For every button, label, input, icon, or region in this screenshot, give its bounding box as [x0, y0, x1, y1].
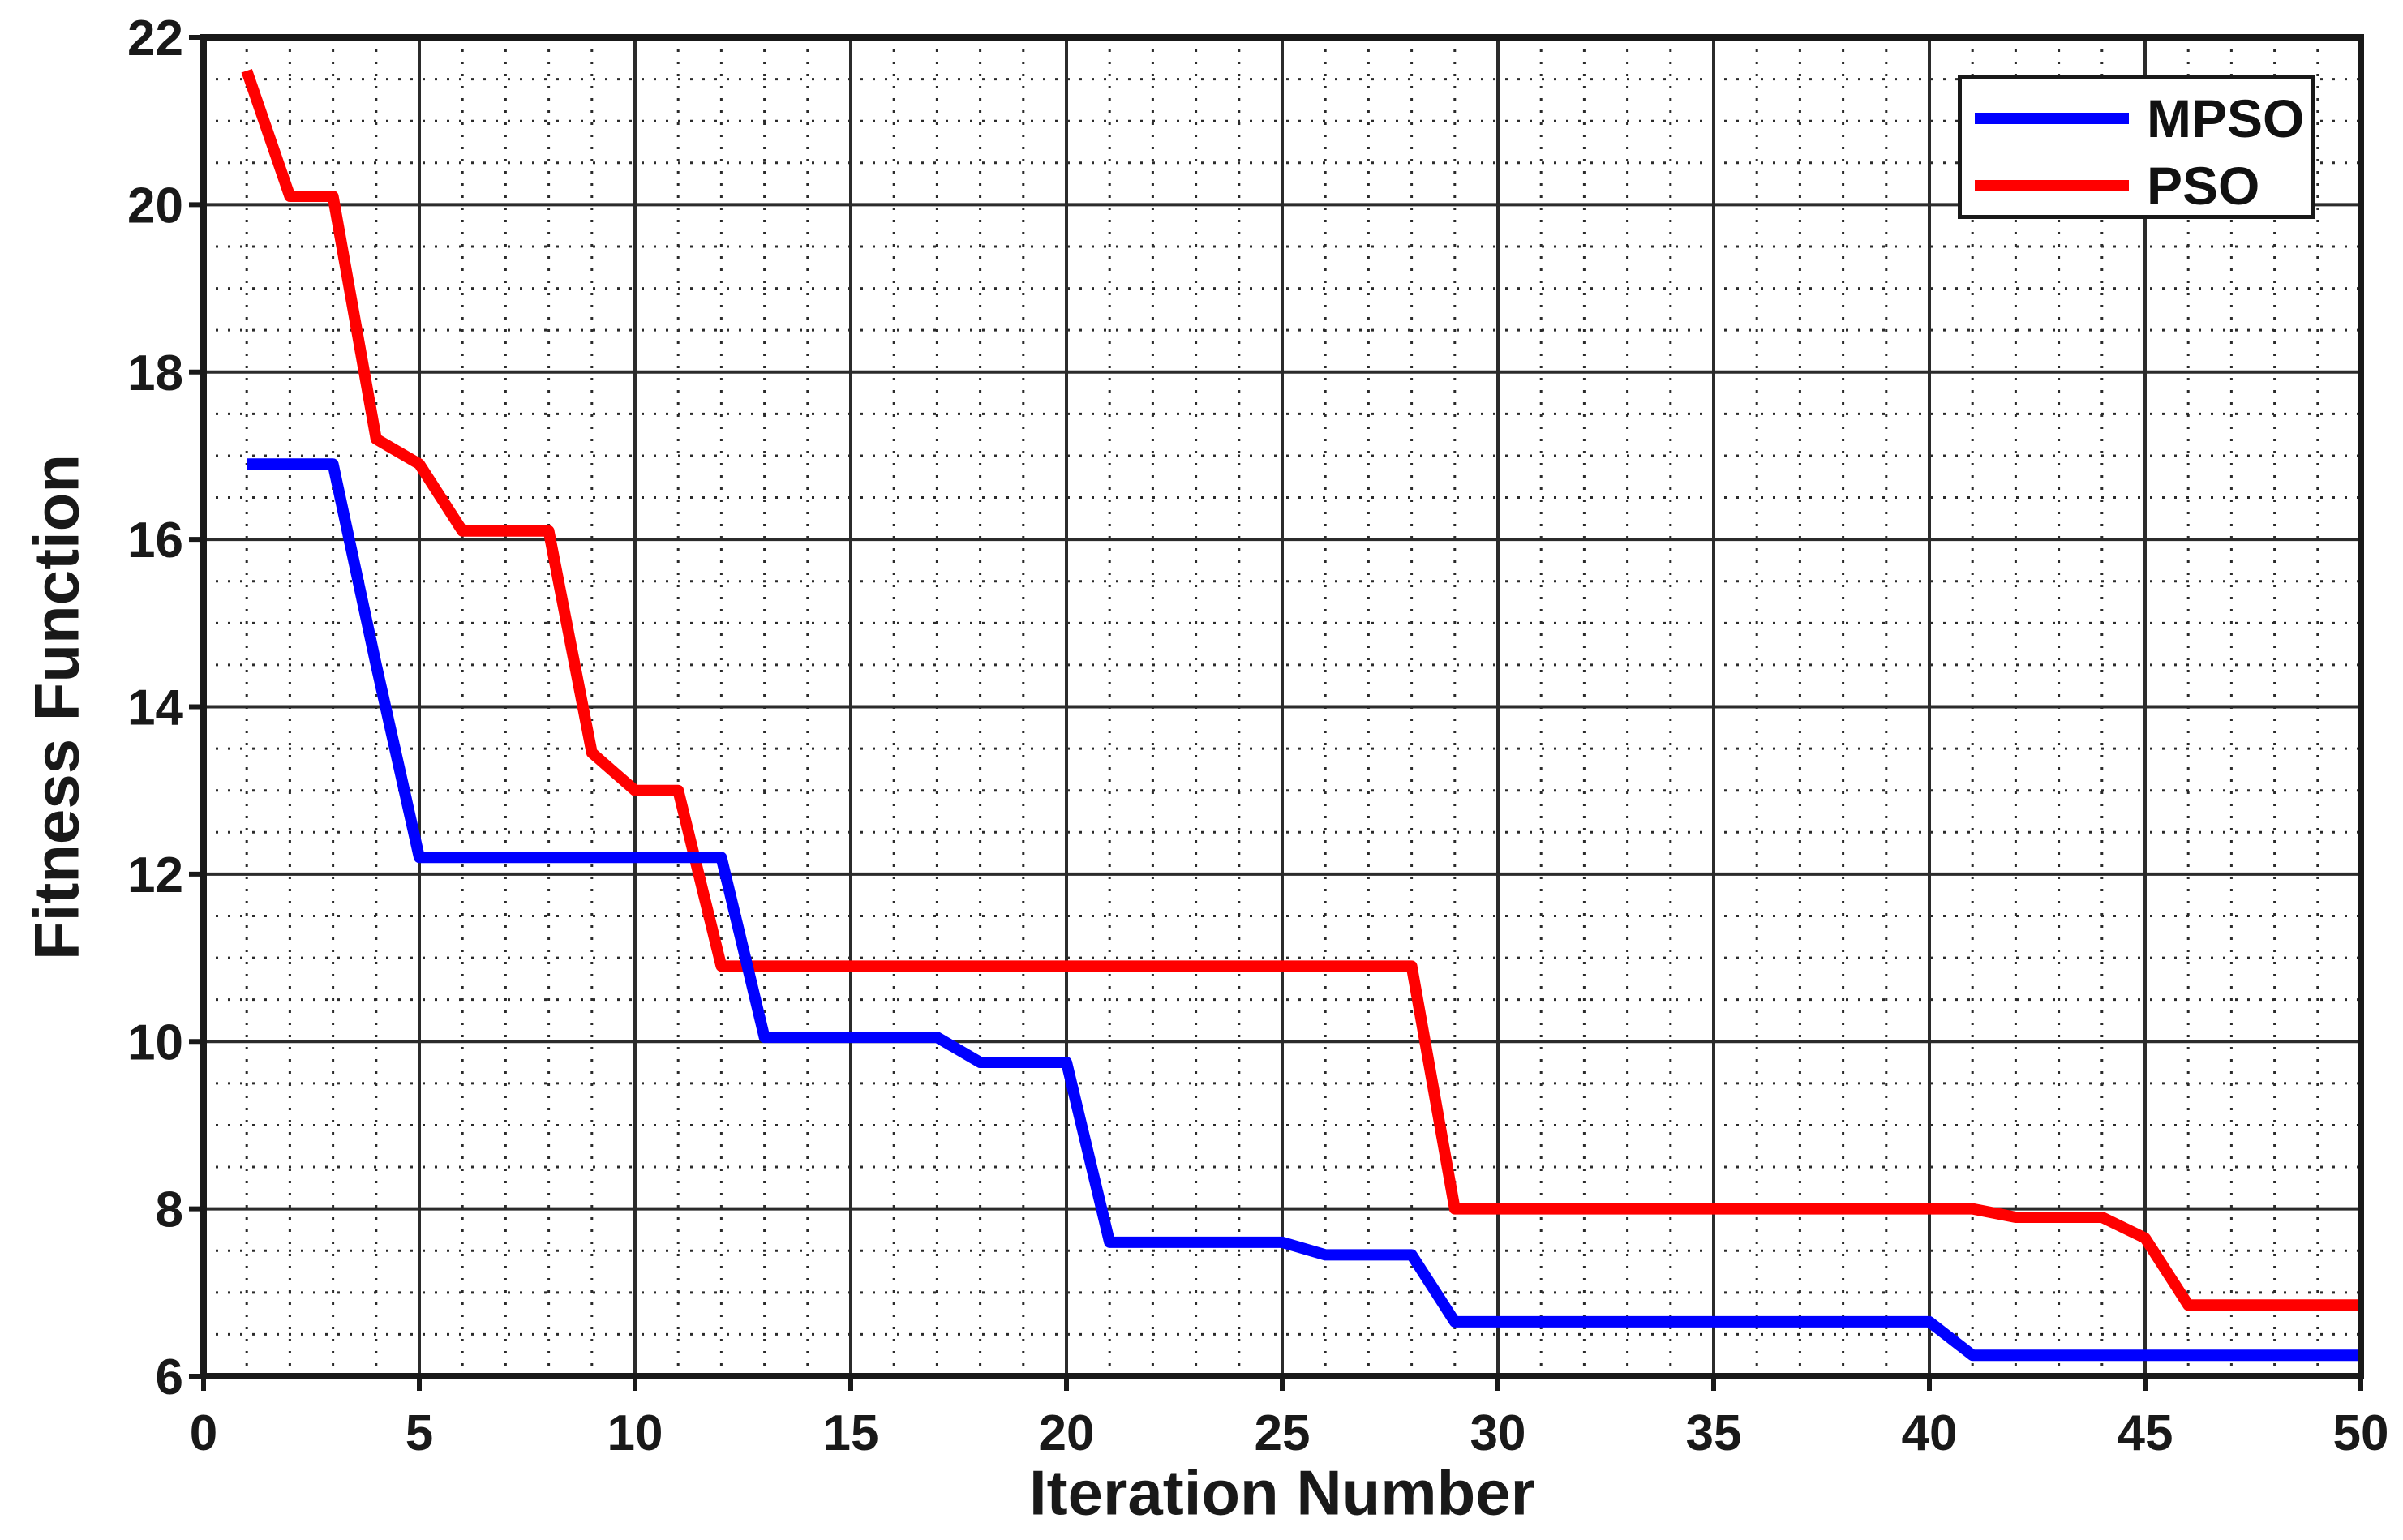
y-tick-label: 14: [127, 680, 183, 736]
x-tick-label: 40: [1902, 1405, 1958, 1461]
legend: MPSO PSO: [1958, 75, 2315, 219]
y-tick-label: 8: [156, 1182, 183, 1238]
x-tick-label: 0: [190, 1405, 217, 1461]
y-tick-label: 12: [127, 847, 183, 903]
x-tick-label: 35: [1686, 1405, 1742, 1461]
y-tick-label: 16: [127, 513, 183, 568]
series-line-mpso: [247, 458, 2361, 1362]
x-tick-label: 10: [607, 1405, 663, 1461]
y-tick-label: 20: [127, 178, 183, 234]
x-axis-label: Iteration Number: [1028, 1456, 1536, 1529]
legend-entry-mpso: MPSO: [1962, 92, 2311, 145]
x-tick-label: 45: [2118, 1405, 2173, 1461]
x-tick-label: 15: [823, 1405, 879, 1461]
x-tick-label: 30: [1470, 1405, 1526, 1461]
x-tick-label: 50: [2333, 1405, 2389, 1461]
y-axis-label: Fitness Function: [20, 454, 92, 960]
ticks-and-labels: 0 5 10 15 20 25 30 35 40 45 50 6 8 10 12 14 16 18 20 22: [127, 11, 2388, 1461]
y-tick-label: 22: [127, 11, 183, 66]
grid-major: [204, 37, 2361, 1376]
x-tick-label: 5: [406, 1405, 433, 1461]
pso-line-sample: [1975, 180, 2129, 191]
y-tick-label: 10: [127, 1015, 183, 1070]
series: [241, 68, 2361, 1362]
legend-entry-pso: PSO: [1962, 159, 2311, 212]
legend-label-mpso: MPSO: [2147, 88, 2305, 148]
legend-label-pso: PSO: [2147, 156, 2260, 216]
mpso-line-sample: [1975, 113, 2129, 124]
x-tick-label: 20: [1039, 1405, 1095, 1461]
y-tick-label: 18: [127, 345, 183, 401]
series-line-pso: [241, 68, 2361, 1311]
x-tick-label: 25: [1255, 1405, 1311, 1461]
y-tick-label: 6: [156, 1349, 183, 1405]
